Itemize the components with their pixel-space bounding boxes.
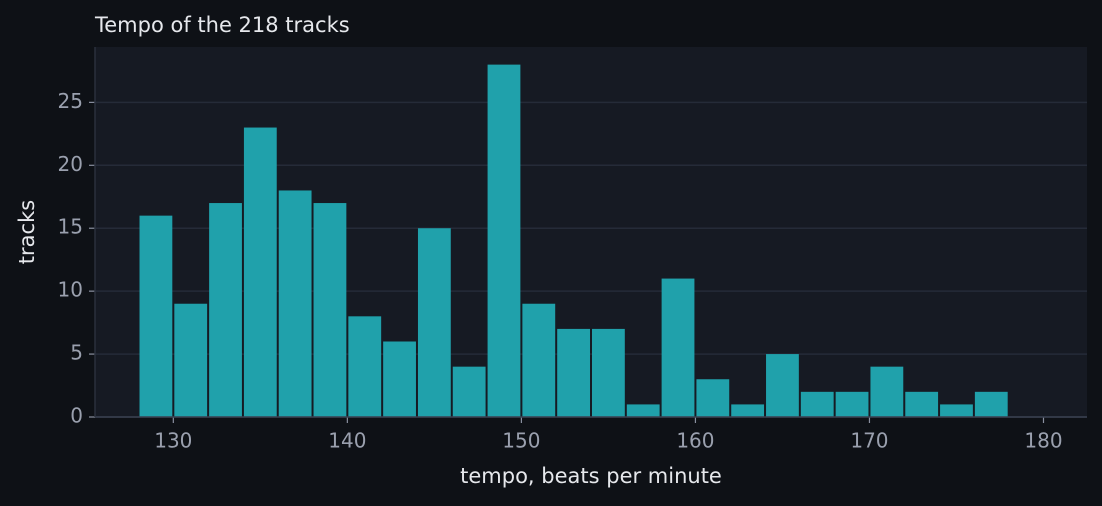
x-axis-label: tempo, beats per minute <box>460 464 722 488</box>
x-tick-label: 130 <box>154 429 192 453</box>
x-tick-label: 170 <box>850 429 888 453</box>
x-tick-label: 160 <box>676 429 714 453</box>
y-tick-label: 15 <box>58 215 83 239</box>
bar <box>696 379 730 417</box>
bar <box>835 391 869 417</box>
bar <box>626 404 660 417</box>
y-tick-label: 10 <box>58 278 83 302</box>
bar <box>731 404 765 417</box>
bar <box>452 366 486 417</box>
x-tick-label: 180 <box>1024 429 1062 453</box>
y-tick-label: 0 <box>70 404 83 428</box>
bar <box>905 391 939 417</box>
bar <box>174 303 208 417</box>
y-tick-label: 5 <box>70 341 83 365</box>
bar <box>661 278 695 417</box>
bar <box>940 404 973 417</box>
bar <box>592 328 625 417</box>
bar <box>800 391 834 417</box>
bar <box>278 190 312 417</box>
bar <box>557 328 590 417</box>
bar <box>870 366 904 417</box>
bar <box>243 127 277 417</box>
y-tick-label: 25 <box>58 89 83 113</box>
bar <box>348 316 382 417</box>
bar <box>313 203 347 417</box>
bar <box>974 391 1008 417</box>
y-tick-label: 20 <box>58 152 83 176</box>
y-axis-label: tracks <box>15 200 39 264</box>
bar <box>383 341 416 417</box>
bar <box>417 228 451 417</box>
bar <box>487 64 521 417</box>
bar <box>766 354 799 417</box>
x-tick-label: 140 <box>328 429 366 453</box>
bar <box>139 215 173 417</box>
bar <box>209 203 242 417</box>
chart-title: Tempo of the 218 tracks <box>94 13 350 37</box>
bar <box>522 303 556 417</box>
x-tick-label: 150 <box>502 429 540 453</box>
